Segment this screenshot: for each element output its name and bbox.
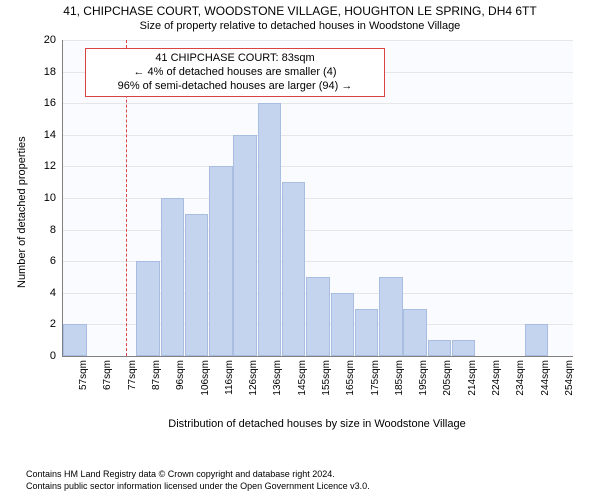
y-tick-label: 8	[0, 224, 56, 236]
chart-title: 41, CHIPCHASE COURT, WOODSTONE VILLAGE, …	[0, 4, 600, 18]
histogram-bar	[379, 277, 402, 356]
histogram-bar	[403, 309, 426, 356]
annotation-line-2: ← 4% of detached houses are smaller (4)	[89, 66, 381, 80]
chart-titles: 41, CHIPCHASE COURT, WOODSTONE VILLAGE, …	[0, 4, 600, 32]
histogram-bar	[355, 309, 378, 356]
x-tick-label: 195sqm	[418, 360, 429, 396]
footer-line-2: Contains public sector information licen…	[26, 480, 370, 492]
histogram-bar	[258, 103, 281, 356]
grid-line	[63, 230, 573, 231]
x-tick-label: 126sqm	[248, 360, 259, 396]
histogram-bar	[428, 340, 451, 356]
x-tick-label: 234sqm	[515, 360, 526, 396]
x-tick-label: 224sqm	[491, 360, 502, 396]
x-tick-label: 205sqm	[442, 360, 453, 396]
x-tick-label: 165sqm	[345, 360, 356, 396]
footer-text: Contains HM Land Registry data © Crown c…	[26, 468, 370, 492]
grid-line	[63, 166, 573, 167]
x-tick-label: 185sqm	[394, 360, 405, 396]
grid-line	[63, 135, 573, 136]
histogram-bar	[161, 198, 184, 356]
histogram-bar	[306, 277, 329, 356]
histogram-bar	[209, 166, 232, 356]
x-tick-label: 106sqm	[200, 360, 211, 396]
x-tick-label: 116sqm	[224, 360, 235, 395]
x-tick-label: 67sqm	[102, 360, 113, 390]
annotation-line-1: 41 CHIPCHASE COURT: 83sqm	[89, 52, 381, 66]
x-tick-label: 254sqm	[564, 360, 575, 396]
x-tick-label: 87sqm	[151, 360, 162, 390]
y-tick-label: 2	[0, 318, 56, 330]
x-tick-label: 244sqm	[540, 360, 551, 396]
histogram-bar	[331, 293, 354, 356]
x-tick-label: 214sqm	[467, 360, 478, 396]
histogram-bar	[452, 340, 475, 356]
x-tick-label: 136sqm	[272, 360, 283, 396]
chart-subtitle: Size of property relative to detached ho…	[0, 20, 600, 32]
histogram-bar	[282, 182, 305, 356]
annotation-box: 41 CHIPCHASE COURT: 83sqm ← 4% of detach…	[85, 48, 385, 97]
x-tick-label: 57sqm	[78, 360, 89, 390]
grid-line	[63, 103, 573, 104]
y-tick-label: 6	[0, 255, 56, 267]
y-tick-label: 4	[0, 287, 56, 299]
x-tick-label: 155sqm	[321, 360, 332, 396]
y-tick-label: 16	[0, 97, 56, 109]
histogram-bar	[136, 261, 159, 356]
y-tick-label: 18	[0, 66, 56, 78]
histogram-bar	[63, 324, 86, 356]
y-tick-label: 10	[0, 192, 56, 204]
histogram-bar	[185, 214, 208, 356]
histogram-bar	[525, 324, 548, 356]
y-tick-label: 20	[0, 34, 56, 46]
footer-line-1: Contains HM Land Registry data © Crown c…	[26, 468, 370, 480]
histogram-bar	[233, 135, 256, 356]
annotation-line-3: 96% of semi-detached houses are larger (…	[89, 80, 381, 94]
x-tick-label: 96sqm	[175, 360, 186, 390]
x-tick-label: 77sqm	[127, 360, 138, 390]
y-tick-label: 12	[0, 160, 56, 172]
grid-line	[63, 198, 573, 199]
x-axis-label: Distribution of detached houses by size …	[62, 418, 572, 430]
y-tick-label: 0	[0, 350, 56, 362]
x-tick-label: 145sqm	[297, 360, 308, 396]
x-tick-label: 175sqm	[370, 360, 381, 396]
grid-line	[63, 40, 573, 41]
y-tick-label: 14	[0, 129, 56, 141]
